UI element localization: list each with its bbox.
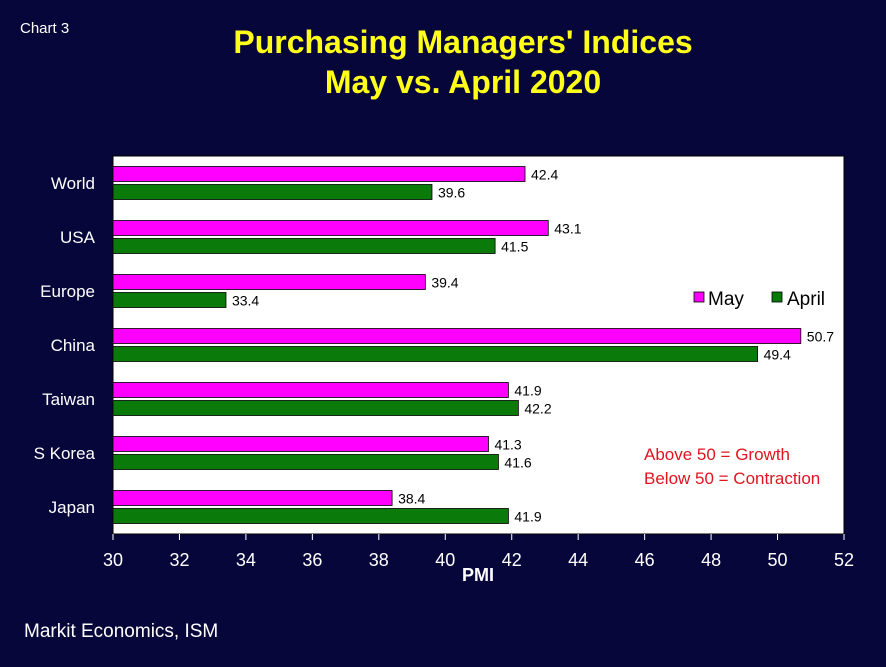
x-tick-label: 38 bbox=[369, 550, 389, 570]
x-tick-label: 34 bbox=[236, 550, 256, 570]
bar-may-taiwan bbox=[112, 382, 509, 398]
data-label-april-usa: 41.5 bbox=[501, 239, 528, 255]
bar-may-world bbox=[112, 166, 526, 182]
category-label: Japan bbox=[49, 498, 95, 517]
data-label-april-world: 39.6 bbox=[438, 185, 465, 201]
bar-april-s-korea bbox=[112, 454, 499, 470]
data-label-april-china: 49.4 bbox=[764, 347, 791, 363]
data-label-may-s-korea: 41.3 bbox=[494, 437, 521, 453]
data-label-may-china: 50.7 bbox=[807, 329, 834, 345]
category-label: USA bbox=[60, 228, 96, 247]
bar-april-japan bbox=[112, 508, 509, 524]
data-label-april-taiwan: 42.2 bbox=[524, 401, 551, 417]
data-label-may-world: 42.4 bbox=[531, 167, 558, 183]
bar-april-usa bbox=[112, 238, 496, 254]
bars-group: 42.4 39.6 43.1 41.5 39.4 33.4 50.7 49.4 41.9 42.2… bbox=[112, 166, 834, 525]
legend-swatch-april bbox=[771, 291, 783, 303]
chart-title-line2: May vs. April 2020 bbox=[324, 64, 602, 100]
bar-april-world bbox=[112, 184, 433, 200]
legend-label-may: May bbox=[708, 289, 744, 310]
category-label: China bbox=[51, 336, 96, 355]
x-tick-label: 42 bbox=[502, 550, 522, 570]
bar-april-china bbox=[112, 346, 759, 362]
bar-may-usa bbox=[112, 220, 549, 236]
bar-april-europe bbox=[112, 292, 227, 308]
category-labels: World USA Europe China Taiwan S Korea Japan bbox=[34, 174, 96, 517]
legend-label-april: April bbox=[787, 289, 825, 310]
bar-may-europe bbox=[112, 274, 426, 290]
data-label-may-europe: 39.4 bbox=[431, 275, 458, 291]
x-axis-ticks: 30 32 34 36 38 40 42 44 46 48 50 52 bbox=[103, 534, 854, 570]
bar-may-s-korea bbox=[112, 436, 489, 452]
x-tick-label: 30 bbox=[103, 550, 123, 570]
plot-area bbox=[112, 155, 845, 535]
growth-note: Above 50 = Growth Below 50 = Contraction bbox=[644, 445, 820, 488]
category-label: Europe bbox=[40, 282, 95, 301]
category-label: World bbox=[51, 174, 95, 193]
data-label-april-s-korea: 41.6 bbox=[504, 455, 531, 471]
data-label-may-japan: 38.4 bbox=[398, 491, 425, 507]
bar-may-japan bbox=[112, 490, 393, 506]
source-note: Markit Economics, ISM bbox=[24, 621, 219, 642]
category-label: Taiwan bbox=[42, 390, 95, 409]
data-label-may-taiwan: 41.9 bbox=[514, 383, 541, 399]
x-tick-label: 36 bbox=[302, 550, 322, 570]
x-tick-label: 40 bbox=[435, 550, 455, 570]
note-line-growth: Above 50 = Growth bbox=[644, 445, 790, 464]
note-line-contraction: Below 50 = Contraction bbox=[644, 469, 820, 488]
x-tick-label: 44 bbox=[568, 550, 588, 570]
x-tick-label: 32 bbox=[169, 550, 189, 570]
data-label-april-japan: 41.9 bbox=[514, 509, 541, 525]
legend: May April bbox=[693, 289, 825, 310]
bar-may-china bbox=[112, 328, 802, 344]
x-tick-label: 48 bbox=[701, 550, 721, 570]
x-tick-label: 46 bbox=[635, 550, 655, 570]
data-label-april-europe: 33.4 bbox=[232, 293, 259, 309]
x-tick-label: 50 bbox=[768, 550, 788, 570]
legend-swatch-may bbox=[693, 291, 705, 303]
chart-number-label: Chart 3 bbox=[20, 20, 70, 37]
category-label: S Korea bbox=[34, 444, 96, 463]
x-axis-title: PMI bbox=[462, 565, 494, 585]
bar-april-taiwan bbox=[112, 400, 519, 416]
data-label-may-usa: 43.1 bbox=[554, 221, 581, 237]
chart-title-line1: Purchasing Managers' Indices bbox=[233, 24, 693, 60]
x-tick-label: 52 bbox=[834, 550, 854, 570]
